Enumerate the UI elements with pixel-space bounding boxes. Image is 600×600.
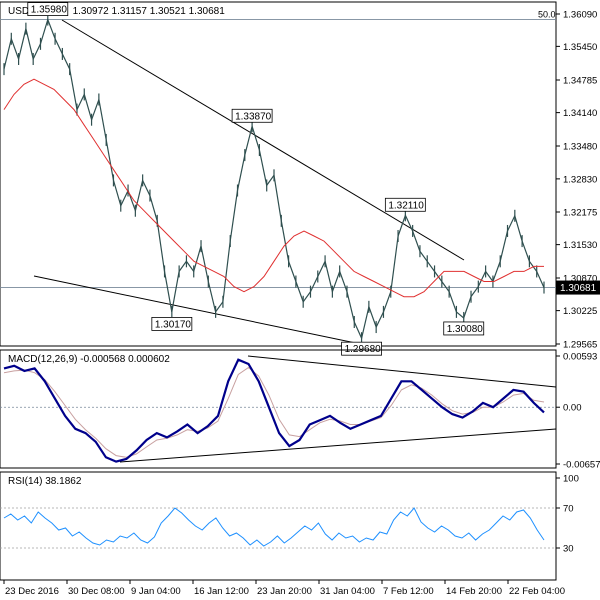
last-price-tag: 1.30681 xyxy=(556,280,600,295)
annotation-box: 1.33870 xyxy=(231,108,273,123)
rsi-tick-label: 70 xyxy=(563,504,574,515)
time-tick-label: 14 Feb 20:00 xyxy=(446,586,502,597)
macd-main-series xyxy=(3,358,545,463)
price-tick-label: 1.35450 xyxy=(563,42,597,53)
time-tick-label: 9 Jan 04:00 xyxy=(131,586,181,597)
price-tick-label: 1.34140 xyxy=(563,108,597,119)
macd-pane: MACD(12,26,9) -0.000568 0.000602 0.00593… xyxy=(0,349,600,471)
rsi-tick-label: 30 xyxy=(563,544,574,555)
time-tick-label: 22 Feb 04:00 xyxy=(509,586,565,597)
price-line xyxy=(3,17,545,341)
macd-lower-trendline xyxy=(119,428,557,463)
price-tick-label: 1.33480 xyxy=(563,142,597,153)
price-tick-label: 1.32830 xyxy=(563,174,597,185)
macd-signal-series xyxy=(3,366,545,458)
time-tick-label: 23 Dec 2016 xyxy=(5,586,59,597)
moving-average-series xyxy=(3,78,544,298)
level-50-label: 50.0 xyxy=(538,10,556,20)
time-tick-label: 7 Feb 12:00 xyxy=(383,586,434,597)
price-tick-label: 1.34785 xyxy=(563,76,597,87)
price-series xyxy=(3,13,545,345)
annotation-box: 1.30080 xyxy=(443,321,485,336)
annotation-box: 1.32110 xyxy=(384,197,426,212)
svg-text:1.30681: 1.30681 xyxy=(560,283,597,294)
rsi-line xyxy=(3,507,545,547)
annotation-label: 1.30080 xyxy=(447,324,484,335)
time-tick-label: 30 Dec 08:00 xyxy=(68,586,125,597)
annotation-label: 1.30170 xyxy=(155,319,192,330)
annotation-box: 1.30170 xyxy=(151,317,193,331)
rsi-tick-label: 100 xyxy=(563,474,579,485)
annotation-label: 1.33870 xyxy=(235,111,272,122)
macd-tick-label: 0.00593 xyxy=(563,352,597,363)
price-tick-label: 1.30225 xyxy=(563,306,597,317)
rsi-series xyxy=(3,507,545,547)
price-axis-ticks: 1.36090 1.35450 1.34785 1.34140 1.33480 1.328… xyxy=(556,10,597,351)
macd-title: MACD(12,26,9) -0.000568 0.000602 xyxy=(8,354,170,365)
lower-trendline xyxy=(33,275,371,347)
price-pane-frame xyxy=(0,1,557,347)
price-annotations: 1.35980 1.33870 1.32110 1.30170 1.29680 1.300… xyxy=(27,2,485,356)
macd-signal-line xyxy=(3,366,545,458)
time-tick-label: 16 Jan 12:00 xyxy=(194,586,249,597)
annotation-label: 1.35980 xyxy=(31,5,68,16)
upper-trendline xyxy=(61,19,465,261)
rsi-levels xyxy=(0,507,556,549)
annotation-label: 1.32110 xyxy=(388,200,424,211)
time-tick-label: 31 Jan 04:00 xyxy=(320,586,375,597)
ohlc-label: 1.30972 1.31157 1.30521 1.30681 xyxy=(73,6,226,17)
macd-tick-label: -0.006575 xyxy=(563,460,600,471)
macd-upper-trendline xyxy=(247,355,557,388)
rsi-pane: RSI(14) 38.1862 100 70 30 xyxy=(0,471,579,581)
rsi-pane-frame xyxy=(0,471,557,581)
price-pane: USDCAD,H4 1.30972 1.31157 1.30521 1.3068… xyxy=(0,1,600,356)
price-tick-label: 1.32175 xyxy=(563,208,597,219)
time-axis: 23 Dec 2016 30 Dec 08:00 9 Jan 04:00 16 Jan… xyxy=(3,580,565,597)
macd-pane-frame xyxy=(0,349,557,469)
time-tick-label: 23 Jan 20:00 xyxy=(257,586,312,597)
price-tick-label: 1.31530 xyxy=(563,240,597,251)
macd-main-line xyxy=(3,358,545,463)
price-tick-label: 1.36090 xyxy=(563,10,597,21)
macd-tick-label: 0.00 xyxy=(563,403,582,414)
price-tick-label: 1.29565 xyxy=(563,340,597,351)
moving-average-line xyxy=(3,78,544,298)
rsi-axis-ticks: 100 70 30 xyxy=(556,474,579,555)
annotation-box: 1.29680 xyxy=(341,341,382,356)
annotation-box: 1.35980 xyxy=(27,2,69,16)
rsi-title: RSI(14) 38.1862 xyxy=(8,476,82,487)
price-tick-label: 1.30870 xyxy=(563,274,597,285)
macd-axis-ticks: 0.00593 0.00 -0.006575 xyxy=(556,352,600,471)
